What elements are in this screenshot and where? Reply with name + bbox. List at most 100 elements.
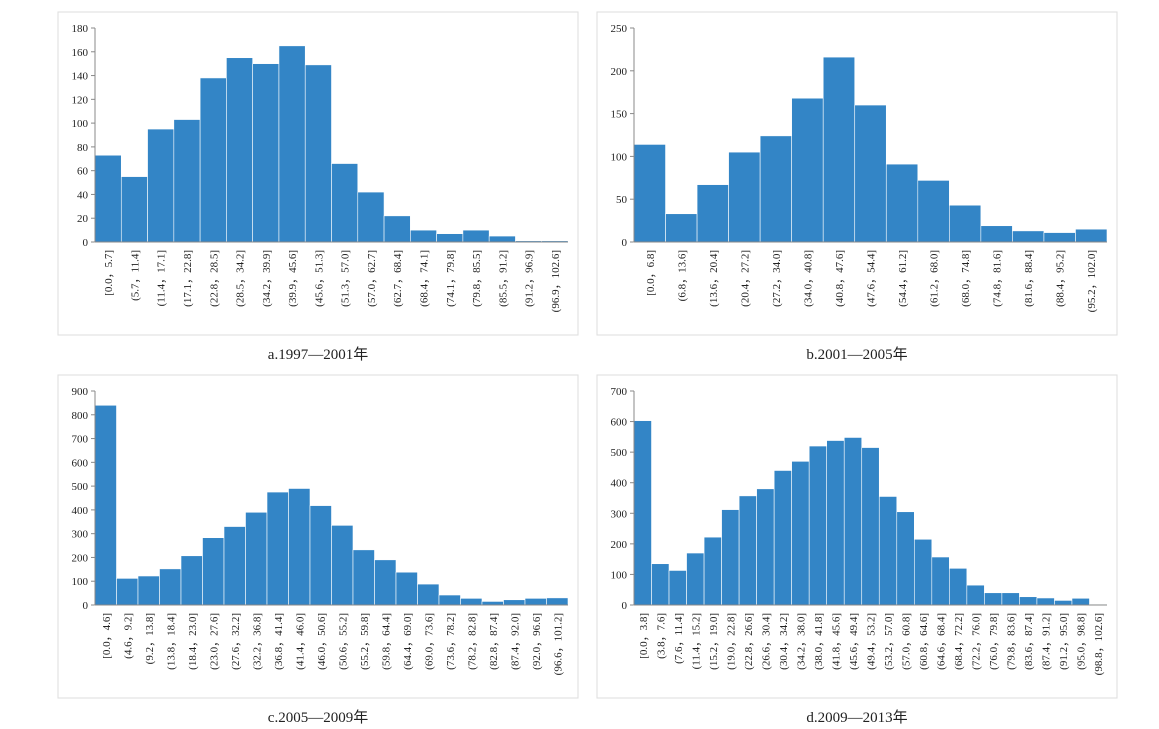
bar [1054,600,1073,606]
x-tick-label: (45.6，49.4] [848,613,860,670]
bar [309,505,332,606]
y-tick-label: 160 [72,47,89,59]
y-tick-label: 100 [611,151,628,163]
y-tick-label: 0 [83,600,89,612]
bar [1043,232,1076,243]
bar [1036,597,1055,606]
bar [668,570,687,606]
bar [226,57,253,243]
y-tick-label: 700 [72,434,89,446]
x-tick-label: (95.2，102.0] [1086,250,1098,312]
x-tick-label: (6.8，13.6] [676,250,688,301]
x-tick-label: (19.0，22.8] [725,613,737,670]
x-tick-label: (9.2，13.8] [144,613,156,664]
bar [488,235,516,243]
x-tick-label: (61.2，68.0] [929,250,941,307]
bar [633,144,666,243]
bar [885,163,919,243]
bar [159,568,182,606]
y-tick-label: 200 [611,66,628,78]
x-tick-label: (96.6，101.2] [552,613,564,675]
x-tick-label: (87.4，91.2] [1041,613,1053,670]
bar [199,77,227,243]
x-tick-label: (68.0，74.8] [960,250,972,307]
x-tick-label: (69.0，73.6] [423,613,435,670]
x-tick-label: (49.4，53.2] [866,613,878,670]
chart-caption: a.1997—2001年 [268,346,368,363]
y-tick-label: 300 [611,508,628,520]
bar [931,556,950,606]
x-tick-label: (15.2，19.0] [708,613,720,670]
x-tick-label: (88.4，95.2] [1055,250,1067,307]
x-tick-label: (74.8，81.6] [992,250,1004,307]
y-tick-label: 0 [622,237,628,249]
x-tick-label: (62.7，68.4] [392,250,404,307]
x-tick-label: (13.6，20.4] [708,250,720,307]
bar [202,537,225,606]
bar [94,154,122,243]
y-tick-label: 100 [72,576,89,588]
y-tick-label: 600 [611,417,628,429]
bar [665,213,698,243]
bar [984,592,1003,606]
bar [266,491,289,606]
bar [913,538,933,606]
x-tick-label: (3.8，7.6] [655,613,667,659]
bar [896,511,915,606]
x-tick-label: (68.4，72.2] [953,613,965,670]
x-tick-label: (79.8，83.6] [1006,613,1018,670]
x-tick-label: [0.0，3.8] [638,613,650,659]
bar [1019,596,1038,606]
bar [503,599,526,606]
chart-caption: d.2009—2013年 [806,709,907,726]
bar [756,488,775,606]
x-tick-label: (5.7，11.4] [129,250,141,301]
y-tick-label: 700 [611,386,628,398]
bar [278,45,306,243]
bar [331,525,354,606]
bar [304,64,332,243]
y-tick-label: 200 [72,552,89,564]
y-tick-label: 300 [72,529,89,541]
bar [651,563,670,606]
bar [773,470,792,606]
x-tick-label: (13.8，18.4] [165,613,177,670]
bar [703,536,722,606]
bar [395,571,418,606]
y-tick-label: 40 [77,189,89,201]
bar [524,598,547,606]
y-tick-label: 100 [611,569,628,581]
x-tick-label: (95.0，98.8] [1076,613,1088,670]
x-tick-label: (96.9，102.6] [550,250,562,312]
x-tick-label: [0.0，6.8] [645,250,657,296]
x-tick-label: (54.4，61.2] [897,250,909,307]
chart-caption: c.2005—2009年 [268,709,368,726]
y-tick-label: 140 [72,71,89,83]
bar [791,461,810,606]
bar [721,509,740,606]
panel-frame [596,11,1118,336]
x-tick-label: (92.0，96.6] [531,613,543,670]
panel-frame [57,11,579,336]
bar [120,176,148,243]
x-tick-label: (22.8，26.6] [743,613,755,670]
y-tick-label: 180 [72,23,89,35]
bar [147,128,175,243]
bar [1012,230,1045,243]
y-tick-label: 800 [72,410,89,422]
chart-caption: b.2001—2005年 [806,346,907,363]
bar [822,56,856,243]
x-tick-label: (26.6，30.4] [760,613,772,670]
x-tick-label: (32.2，36.8] [251,613,263,670]
y-tick-label: 500 [611,447,628,459]
x-tick-label: (40.8，47.6] [834,250,846,307]
x-tick-label: (78.2，82.8] [466,613,478,670]
x-tick-label: (91.2，96.9] [524,250,536,307]
bar [878,496,898,606]
x-tick-label: (57.0，60.8] [901,613,913,670]
x-tick-label: (57.0，62.7] [366,250,378,307]
y-tick-label: 400 [72,505,89,517]
x-tick-label: [0.0，5.7] [103,250,115,296]
x-tick-label: (34.2，38.0] [795,613,807,670]
